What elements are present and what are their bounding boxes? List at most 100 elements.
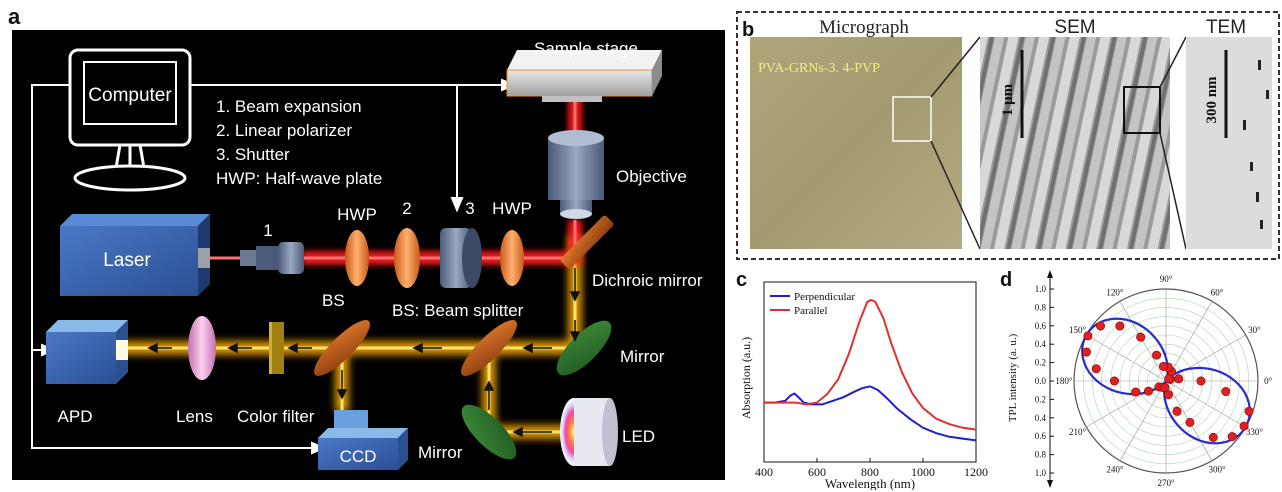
panel-label-d: d — [1000, 269, 1012, 291]
y-axis-label: Absorption (a.u.) — [739, 337, 753, 419]
hwp2-label: HWP — [492, 199, 532, 218]
optical-setup-diagram: Computer 1. Beam expansion 2. Linear pol… — [12, 30, 725, 480]
panel-label-c: c — [736, 269, 747, 291]
data-points — [1081, 321, 1254, 442]
grid-spoke — [1119, 380, 1167, 461]
tem-title: TEM — [1206, 17, 1246, 38]
bs-label: BS — [322, 291, 345, 310]
angle-label: 270° — [1157, 478, 1175, 488]
objective-lens — [548, 130, 604, 219]
data-point — [1095, 321, 1105, 331]
grid-spoke — [1086, 380, 1167, 428]
objective-label: Objective — [616, 167, 687, 186]
data-point — [1185, 417, 1195, 427]
x-tick-label: 400 — [755, 465, 773, 479]
data-point — [1131, 387, 1141, 397]
mirror-right — [556, 320, 612, 376]
microscopy-panel: b Micrograph SEM TEM PVA-GRNs-3. 4-PVP 1… — [736, 11, 1280, 260]
polar-y-axis-label: TPL intensity (a. u.) — [1007, 333, 1019, 422]
axis-arrow — [1047, 270, 1053, 278]
angle-label: 0° — [1264, 376, 1273, 386]
data-point — [1136, 332, 1146, 342]
ccd-label: CCD — [340, 447, 377, 466]
angle-label: 240° — [1106, 464, 1124, 474]
dichroic-mirror — [560, 215, 614, 269]
grid-spoke — [1165, 334, 1246, 382]
series-group — [764, 298, 977, 442]
mirror-lower — [461, 404, 517, 460]
tem-image — [1186, 37, 1272, 249]
half-wave-plate-1 — [345, 230, 369, 286]
data-point — [1208, 432, 1218, 442]
setup-legend: 1. Beam expansion 2. Linear polarizer 3.… — [216, 97, 382, 188]
zoom-line — [930, 36, 981, 98]
x-ticks: 400 600 800 1000 1200 — [755, 458, 988, 479]
series-line — [764, 385, 977, 442]
legend-line: 2. Linear polarizer — [216, 121, 352, 140]
data-point — [1196, 376, 1206, 386]
grid-spoke — [1165, 380, 1246, 428]
r-tick-label: 1.0 — [1035, 468, 1047, 478]
data-point — [1160, 382, 1170, 392]
data-point — [1081, 347, 1091, 357]
r-tick-label: 0.6 — [1035, 321, 1047, 331]
zoom-box-black — [1123, 86, 1161, 134]
data-point — [1163, 390, 1173, 400]
angle-label: 120° — [1106, 288, 1124, 298]
r-tick-label: 0.2 — [1035, 358, 1046, 368]
sample-stage — [506, 50, 662, 102]
micrograph-image — [750, 37, 962, 249]
label-1: 1 — [263, 221, 272, 240]
angle-label: 60° — [1211, 288, 1224, 298]
tem-particles — [1243, 60, 1269, 229]
linear-polarizer — [394, 228, 420, 288]
grid-spoke — [1119, 301, 1167, 382]
grid-spoke — [1086, 334, 1167, 382]
angle-label: 180° — [1055, 376, 1073, 386]
r-tick-label: 0.6 — [1035, 431, 1047, 441]
angle-label: 210° — [1069, 427, 1087, 437]
legend-line: HWP: Half-wave plate — [216, 169, 382, 188]
hwp1-label: HWP — [337, 205, 377, 224]
beam-splitter-left — [314, 320, 370, 376]
beam-direction-arrows — [147, 268, 581, 438]
mirror1-label: Mirror — [620, 347, 665, 366]
tem-scale-label: 300 nm — [1204, 76, 1220, 124]
half-wave-plate-2 — [500, 230, 524, 286]
led-label: LED — [622, 427, 655, 446]
legend-entry: Parallel — [794, 305, 828, 317]
apd-detector — [46, 320, 128, 384]
dichroic-label: Dichroic mirror — [592, 271, 703, 290]
legend: Perpendicular Parallel — [770, 291, 855, 317]
r-tick-label: 0.8 — [1035, 450, 1047, 460]
label-2: 2 — [402, 199, 411, 218]
x-tick-label: 1200 — [964, 465, 988, 479]
angle-label: 330° — [1246, 427, 1264, 437]
panel-label-b: b — [742, 19, 754, 41]
color-filter-label: Color filter — [237, 407, 315, 426]
angle-label: 150° — [1069, 325, 1087, 335]
x-axis-label: Wavelength (nm) — [825, 476, 915, 490]
shutter — [440, 228, 482, 288]
series-line — [764, 298, 977, 431]
x-tick-label: 800 — [861, 465, 879, 479]
axis-arrow — [1047, 480, 1053, 488]
micrograph-title: Micrograph — [819, 17, 909, 38]
legend-line: 3. Shutter — [216, 145, 290, 164]
data-point — [1239, 421, 1249, 431]
data-point — [1158, 362, 1168, 372]
data-point — [1083, 331, 1093, 341]
label-3: 3 — [465, 199, 474, 218]
legend-entry: Perpendicular — [794, 291, 855, 303]
r-tick-label: 1.0 — [1035, 284, 1047, 294]
zoom-box-white — [892, 96, 932, 142]
sample-name: PVA-GRNs-3. 4-PVP — [758, 61, 880, 76]
beam-splitter-middle — [461, 320, 517, 376]
sem-image — [980, 37, 1170, 249]
data-point — [1091, 364, 1101, 374]
angle-label: 30° — [1248, 325, 1261, 335]
data-point — [1109, 376, 1119, 386]
absorption-chart: c Absorption (a.u.) Wavelength (nm) 400 6… — [736, 269, 988, 490]
r-tick-label: 0.4 — [1035, 413, 1047, 423]
data-point — [1172, 406, 1182, 416]
